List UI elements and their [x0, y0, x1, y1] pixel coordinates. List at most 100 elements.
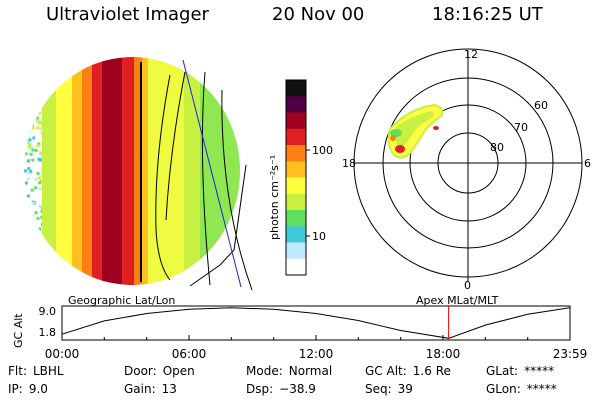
limb-noise-pixel [28, 122, 32, 126]
meridian-curve [221, 89, 253, 291]
limb-noise-pixel [31, 90, 35, 94]
limb-noise-pixel [43, 68, 47, 72]
limb-noise-pixel [51, 75, 54, 79]
colorbar-swatch [286, 128, 306, 146]
limb-noise-pixel [25, 280, 29, 284]
orbit-timeline: Geographic Lat/Lon Apex MLat/MLT GC Alt … [0, 292, 600, 362]
mode-label: Mode: [246, 364, 283, 378]
limb-noise-pixel [34, 98, 38, 101]
limb-noise-pixel [38, 227, 42, 231]
limb-noise-pixel [32, 222, 36, 226]
door-value: Open [162, 364, 195, 378]
clock-label-18: 18 [342, 157, 356, 170]
limb-noise-pixel [37, 71, 41, 75]
seq-info: Seq: 39 [365, 382, 413, 396]
limb-noise-pixel [31, 108, 35, 112]
x-tick-label: 00:00 [45, 347, 80, 361]
timeline-axis-label: GC Alt [12, 313, 25, 348]
limb-noise-pixel [31, 148, 35, 152]
glat-info: GLat: ***** [486, 364, 554, 378]
limb-noise-pixel [35, 95, 39, 99]
limb-noise-pixel [46, 57, 50, 60]
glat-label: GLat: [486, 364, 519, 378]
limb-noise-pixel [43, 83, 47, 87]
limb-noise-pixel [37, 176, 41, 180]
colorbar-swatch [286, 226, 306, 244]
limb-noise-pixel [36, 143, 40, 147]
limb-noise-pixel [44, 82, 48, 86]
limb-noise-pixel [37, 263, 41, 267]
limb-noise-pixel [39, 127, 43, 131]
limb-noise-pixel [44, 91, 48, 95]
limb-noise-pixel [54, 54, 57, 57]
limb-noise-pixel [53, 268, 56, 272]
glat-value: ***** [524, 364, 555, 378]
lat-label-60: 60 [534, 99, 548, 112]
limb-noise-pixel [31, 214, 35, 218]
limb-noise-pixel [38, 66, 42, 70]
limb-noise-pixel [38, 121, 42, 125]
limb-noise-pixel [28, 250, 31, 254]
limb-noise-pixel [46, 66, 50, 70]
glon-label: GLon: [486, 382, 521, 396]
gain-label: Gain: [124, 382, 156, 396]
limb-noise-pixel [31, 110, 34, 114]
colorbar-swatch [286, 112, 306, 130]
limb-noise-pixel [53, 70, 57, 74]
limb-noise-pixel [46, 245, 50, 248]
meridian-curve [155, 74, 171, 281]
limb-noise-pixel [34, 75, 38, 79]
limb-noise-pixel [49, 248, 53, 251]
limb-noise-pixel [36, 171, 40, 175]
door-info: Door: Open [124, 364, 195, 378]
mode-value: Normal [288, 364, 333, 378]
limb-noise-pixel [28, 90, 32, 94]
limb-noise-pixel [34, 211, 38, 215]
glon-info: GLon: ***** [486, 382, 557, 396]
clock-label-12: 12 [464, 48, 478, 61]
limb-noise-pixel [31, 231, 34, 235]
limb-noise-pixel [27, 167, 31, 171]
limb-noise-pixel [36, 269, 40, 273]
lat-label-70: 70 [514, 121, 528, 134]
limb-noise-pixel [38, 106, 42, 110]
limb-noise-pixel [31, 79, 35, 83]
limb-noise-pixel [43, 263, 47, 266]
limb-noise-pixel [51, 78, 55, 82]
limb-noise-pixel [31, 62, 35, 66]
orbit-track-line [182, 59, 242, 288]
gain-info: Gain: 13 [124, 382, 177, 396]
limb-noise-pixel [38, 158, 42, 161]
limb-noise-pixel [24, 242, 28, 246]
dsp-label: Dsp: [246, 382, 274, 396]
limb-noise-pixel [38, 181, 42, 185]
y-tick-label: 9.0 [39, 305, 57, 318]
colorbar-swatch [286, 161, 306, 179]
limb-noise-pixel [41, 102, 45, 106]
date-label: 20 Nov 00 [272, 4, 365, 25]
limb-noise-pixel [44, 285, 47, 288]
limb-noise-pixel [35, 264, 39, 268]
limb-noise-pixel [38, 62, 42, 66]
limb-noise-pixel [38, 118, 42, 122]
mode-info: Mode: Normal [246, 364, 332, 378]
limb-noise-pixel [27, 228, 31, 232]
gcalt-info: GC Alt: 1.6 Re [365, 364, 451, 378]
limb-noise-pixel [26, 57, 30, 59]
ip-value: 9.0 [28, 382, 48, 396]
time-label: 18:16:25 UT [432, 4, 543, 25]
limb-noise-pixel [53, 51, 56, 54]
limb-noise-pixel [40, 179, 43, 183]
orbit-altitude-line [61, 307, 570, 339]
colorbar-swatch [286, 80, 306, 97]
limb-noise-pixel [24, 99, 28, 103]
clock-label-6: 6 [584, 157, 591, 170]
limb-noise-pixel [29, 51, 32, 54]
filter-label: Flt: [8, 364, 27, 378]
title-bar: Ultraviolet Imager 20 Nov 00 18:16:25 UT [0, 0, 600, 40]
limb-noise-pixel [49, 283, 53, 285]
limb-noise-pixel [51, 73, 55, 77]
limb-noise-pixel [24, 138, 28, 142]
limb-noise-pixel [28, 275, 32, 279]
limb-noise-pixel [33, 57, 37, 61]
